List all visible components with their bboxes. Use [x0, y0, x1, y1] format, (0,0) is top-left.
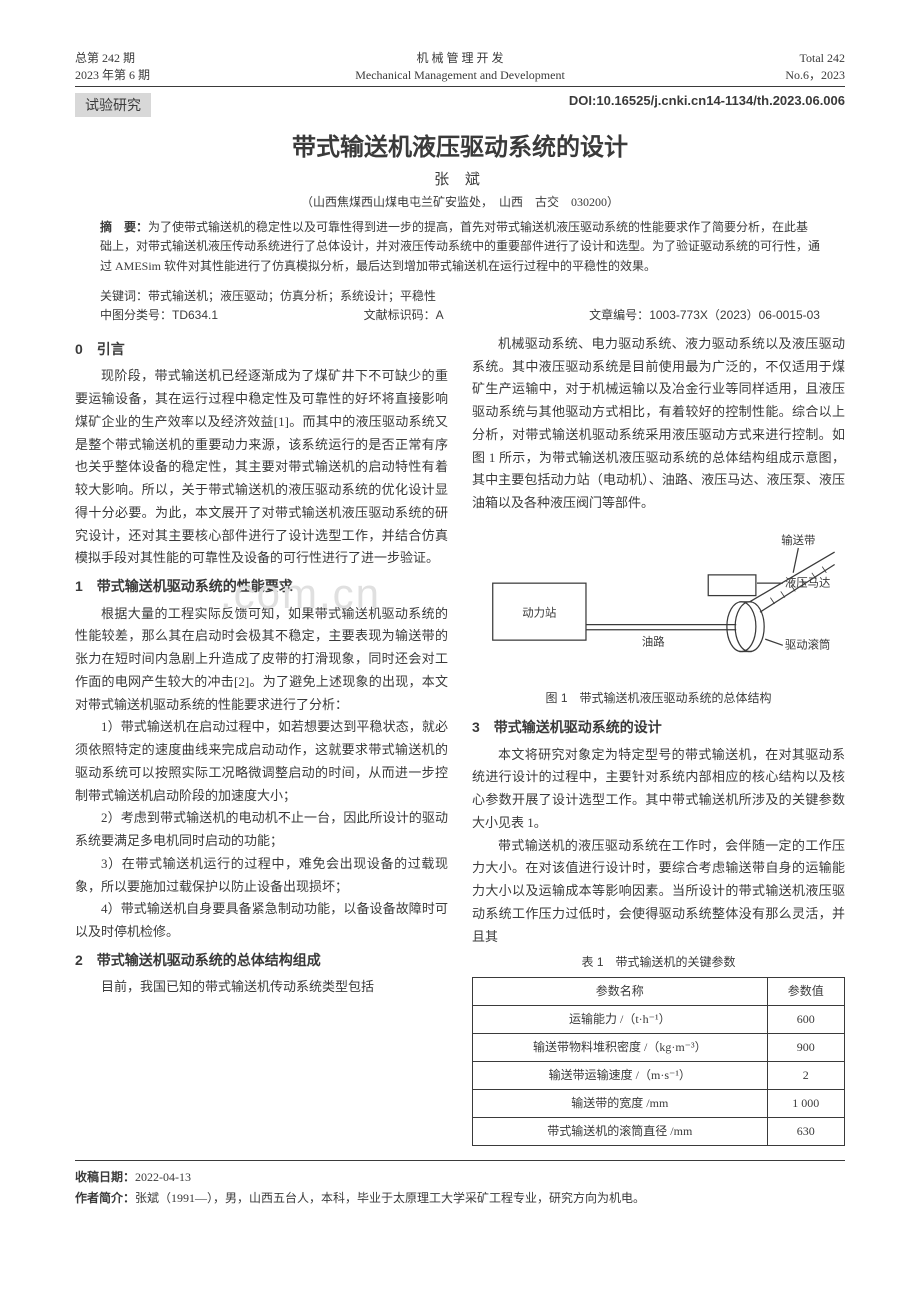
left-column: 0 引言 现阶段，带式输送机已经逐渐成为了煤矿井下不可缺少的重要运输设备，其在运…: [75, 333, 448, 1146]
sec1-p1: 根据大量的工程实际反馈可知，如果带式输送机驱动系统的性能较差，那么其在启动时会极…: [75, 603, 448, 717]
svg-text:动力站: 动力站: [522, 605, 556, 619]
table-row: 输送带的宽度 /mm1 000: [473, 1090, 845, 1118]
keywords: 关键词：带式输送机；液压驱动；仿真分析；系统设计；平稳性: [100, 287, 820, 304]
issue-total: 总第 242 期: [75, 50, 225, 67]
table-row: 运输能力 /（t·h⁻¹）600: [473, 1006, 845, 1034]
footer-rule: 收稿日期：2022-04-13 作者简介：张斌（1991—），男，山西五台人，本…: [75, 1160, 845, 1208]
table-header-cell: 参数名称: [473, 978, 768, 1006]
table-row: 输送带物料堆积密度 /（kg·m⁻³）900: [473, 1034, 845, 1062]
column-tag: 试验研究: [75, 93, 151, 117]
issue-year: 2023 年第 6 期: [75, 67, 225, 84]
right-column: 机械驱动系统、电力驱动系统、液力驱动系统以及液压驱动系统。其中液压驱动系统是目前…: [472, 333, 845, 1146]
received-date: 收稿日期：2022-04-13: [75, 1167, 845, 1187]
author-bio: 作者简介：张斌（1991—），男，山西五台人，本科，毕业于太原理工大学采矿工程专…: [75, 1188, 845, 1208]
table-1-caption: 表 1 带式输送机的关键参数: [472, 952, 845, 973]
affiliation: （山西焦煤西山煤电屯兰矿安监处， 山西 古交 030200）: [75, 193, 845, 210]
sec3-p1: 本文将研究对象定为特定型号的带式输送机，在对其驱动系统进行设计的过程中，主要针对…: [472, 744, 845, 835]
classification-row: 中图分类号：TD634.1 文献标识码：A 文章编号：1003-773X（202…: [100, 306, 820, 323]
article-title: 带式输送机液压驱动系统的设计: [75, 127, 845, 162]
running-head-row2: 2023 年第 6 期 Mechanical Management and De…: [75, 67, 845, 84]
section-1-heading: 1 带式输送机驱动系统的性能要求: [75, 574, 448, 599]
abstract-text: 为了使带式输送机的稳定性以及可靠性得到进一步的提高，首先对带式输送机液压驱动系统…: [100, 220, 820, 274]
svg-text:驱动滚筒: 驱动滚筒: [785, 637, 831, 651]
section-0-heading: 0 引言: [75, 337, 448, 362]
doi: DOI:10.16525/j.cnki.cn14-1134/th.2023.06…: [569, 93, 845, 108]
figure-1-caption: 图 1 带式输送机液压驱动系统的总体结构: [472, 688, 845, 709]
issue-number-en: No.6，2023: [695, 67, 845, 84]
abstract-label: 摘 要：: [100, 220, 148, 234]
sec3-p2: 带式输送机的液压驱动系统在工作时，会伴随一定的工作压力大小。在对该值进行设计时，…: [472, 835, 845, 949]
author: 张 斌: [75, 168, 845, 189]
journal-title-en: Mechanical Management and Development: [225, 67, 695, 84]
sec1-item4: 4）带式输送机自身要具备紧急制动功能，以备设备故障时可以及时停机检修。: [75, 898, 448, 944]
svg-text:油路: 油路: [642, 634, 665, 648]
header-rule: [75, 86, 845, 87]
section-3-heading: 3 带式输送机驱动系统的设计: [472, 715, 845, 740]
svg-text:输送带: 输送带: [781, 533, 815, 547]
sec1-item1: 1）带式输送机在启动过程中，如若想要达到平稳状态，就必须依照特定的速度曲线来完成…: [75, 716, 448, 807]
table-row: 带式输送机的滚筒直径 /mm630: [473, 1118, 845, 1146]
table-header-cell: 参数值: [767, 978, 844, 1006]
journal-title-zh: 机 械 管 理 开 发: [225, 50, 695, 67]
figure-1-svg: 动力站 油路 液压马达 驱动滚筒: [472, 521, 845, 676]
abstract: 摘 要：为了使带式输送机的稳定性以及可靠性得到进一步的提高，首先对带式输送机液压…: [100, 218, 820, 277]
table-header-row: 参数名称 参数值: [473, 978, 845, 1006]
running-head-row1: 总第 242 期 机 械 管 理 开 发 Total 242: [75, 50, 845, 67]
sec1-item2: 2）考虑到带式输送机的电动机不止一台，因此所设计的驱动系统要满足多电机同时启动的…: [75, 807, 448, 853]
sec1-item3: 3）在带式输送机运行的过程中，难免会出现设备的过载现象，所以要施加过载保护以防止…: [75, 853, 448, 899]
sec2-cont: 机械驱动系统、电力驱动系统、液力驱动系统以及液压驱动系统。其中液压驱动系统是目前…: [472, 333, 845, 515]
figure-1: 动力站 油路 液压马达 驱动滚筒: [472, 521, 845, 709]
intro-paragraph: 现阶段，带式输送机已经逐渐成为了煤矿井下不可缺少的重要运输设备，其在运行过程中稳…: [75, 365, 448, 570]
section-2-heading: 2 带式输送机驱动系统的总体结构组成: [75, 948, 448, 973]
table-1: 参数名称 参数值 运输能力 /（t·h⁻¹）600 输送带物料堆积密度 /（kg…: [472, 977, 845, 1146]
sec2-p1: 目前，我国已知的带式输送机传动系统类型包括: [75, 976, 448, 999]
table-row: 输送带运输速度 /（m·s⁻¹）2: [473, 1062, 845, 1090]
issue-total-en: Total 242: [695, 50, 845, 67]
